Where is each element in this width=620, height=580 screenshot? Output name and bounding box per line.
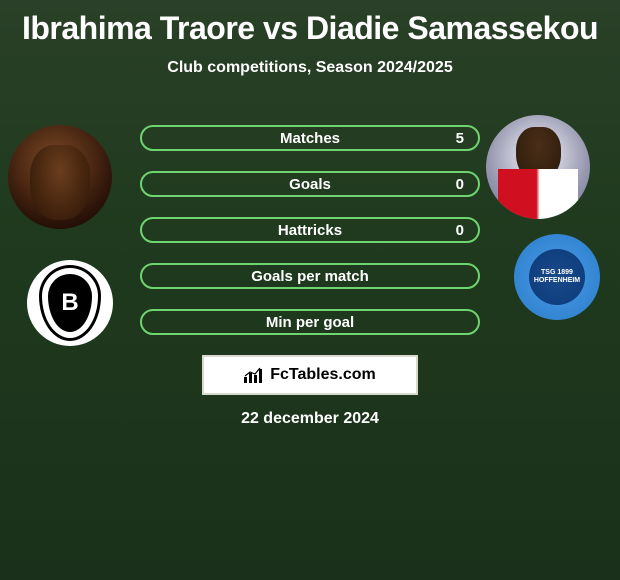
page-title: Ibrahima Traore vs Diadie Samassekou xyxy=(0,0,620,47)
stat-label: Hattricks xyxy=(278,222,342,239)
club-badge-left-letter: B xyxy=(42,268,98,338)
stat-label: Goals xyxy=(289,176,331,193)
stat-value-right: 5 xyxy=(456,130,464,147)
stat-bar-hattricks: Hattricks 0 xyxy=(140,217,480,243)
stat-label: Min per goal xyxy=(266,314,354,331)
club-badge-right-text-top: TSG 1899 xyxy=(541,269,573,277)
stat-label: Matches xyxy=(280,130,340,147)
page-subtitle: Club competitions, Season 2024/2025 xyxy=(0,59,620,77)
club-badge-left: B xyxy=(27,260,113,346)
player-avatar-left xyxy=(8,125,112,229)
stat-bar-goals-per-match: Goals per match xyxy=(140,263,480,289)
stats-container: Matches 5 Goals 0 Hattricks 0 Goals per … xyxy=(140,125,480,355)
stat-value-right: 0 xyxy=(456,176,464,193)
stat-bar-matches: Matches 5 xyxy=(140,125,480,151)
club-badge-right-text-bottom: HOFFENHEIM xyxy=(534,277,580,285)
stat-bar-min-per-goal: Min per goal xyxy=(140,309,480,335)
club-badge-right-inner: TSG 1899 HOFFENHEIM xyxy=(529,249,585,305)
chart-icon xyxy=(244,367,264,383)
stat-label: Goals per match xyxy=(251,268,369,285)
club-badge-right: TSG 1899 HOFFENHEIM xyxy=(514,234,600,320)
watermark-box: FcTables.com xyxy=(202,355,418,395)
player-shirt-right xyxy=(498,169,578,219)
stat-bar-goals: Goals 0 xyxy=(140,171,480,197)
player-face-left xyxy=(30,145,90,220)
stat-value-right: 0 xyxy=(456,222,464,239)
footer-date: 22 december 2024 xyxy=(0,410,620,428)
watermark-text: FcTables.com xyxy=(270,366,376,384)
player-avatar-right xyxy=(486,115,590,219)
